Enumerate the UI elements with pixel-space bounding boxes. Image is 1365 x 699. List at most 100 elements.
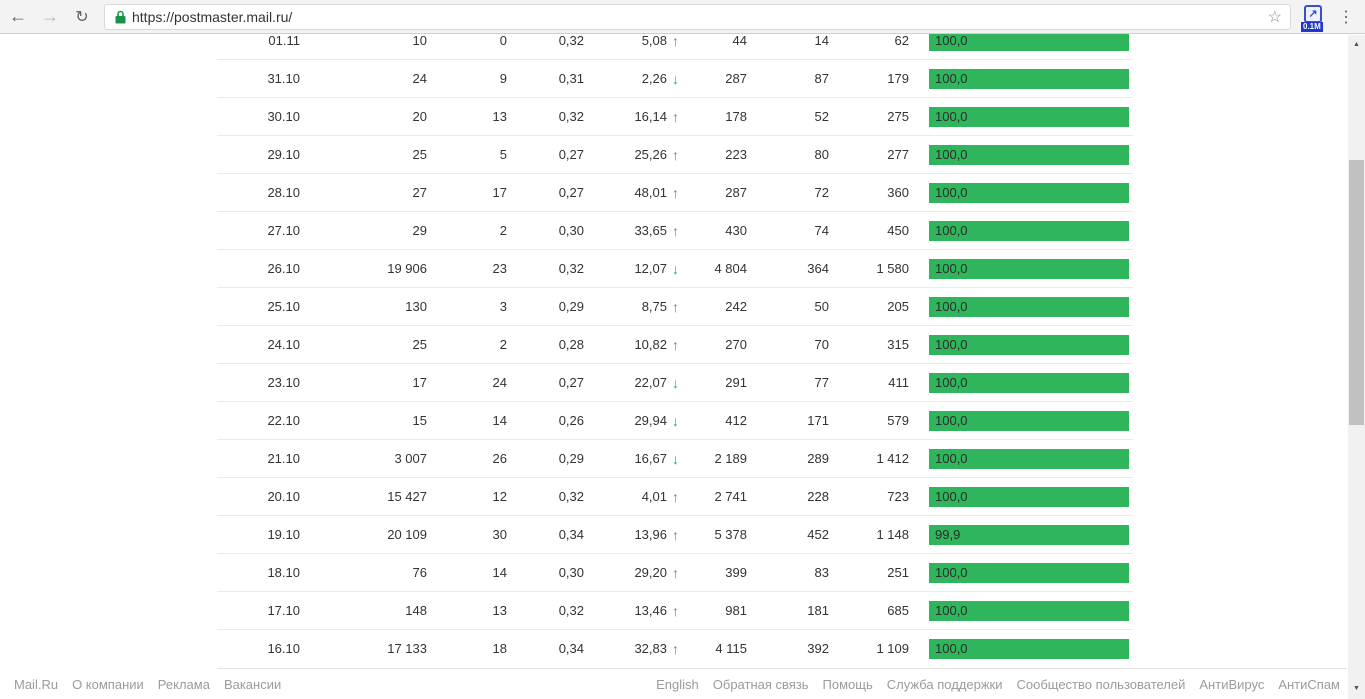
value-cell: 2 <box>499 337 507 352</box>
table-row: 24.10 25 2 0,28 10,82 ↑ 270 70 315 100,0 <box>0 326 1348 364</box>
counter-extension-icon[interactable]: ↗ 0.1M <box>1301 0 1327 34</box>
value-cell: 52 <box>814 109 829 124</box>
value-cell: 2 <box>499 223 507 238</box>
value-cell: 3 <box>499 299 507 314</box>
date-cell: 18.10 <box>267 565 300 580</box>
https-lock-icon <box>115 10 126 24</box>
footer-link[interactable]: Служба поддержки <box>886 676 1003 692</box>
reload-button[interactable]: ↻ <box>75 8 89 26</box>
value-cell: 685 <box>887 603 909 618</box>
row-divider <box>217 59 1133 60</box>
footer-link[interactable]: Помощь <box>822 676 873 692</box>
value-cell: 411 <box>888 375 909 390</box>
value-cell: 14 <box>814 33 829 48</box>
trend-value: 16,14 <box>634 109 667 124</box>
percent-bar-label: 100,0 <box>935 109 968 124</box>
value-cell: 579 <box>887 413 909 428</box>
value-cell: 171 <box>807 413 829 428</box>
forward-button[interactable]: → <box>41 6 59 26</box>
back-button[interactable]: ← <box>9 6 27 26</box>
footer-link[interactable]: О компании <box>72 676 144 692</box>
value-cell: 360 <box>887 185 909 200</box>
percent-bar-cell: 100,0 <box>929 639 1129 659</box>
browser-menu-button[interactable]: ⋮ <box>1338 8 1354 26</box>
scrollbar-down-arrow[interactable]: ▼ <box>1353 685 1360 692</box>
value-cell: 223 <box>725 147 747 162</box>
footer-link[interactable]: Сообщество пользователей <box>1016 676 1186 692</box>
footer-link[interactable]: English <box>656 676 699 692</box>
row-divider <box>217 477 1133 478</box>
trend-value: 10,82 <box>634 337 667 352</box>
footer: Mail.Ru О компании Реклама Вакансии English… <box>0 669 1348 699</box>
value-cell: 1 109 <box>876 641 909 656</box>
value-cell: 29 <box>412 223 427 238</box>
trend-cell: 13,46 ↑ <box>554 592 684 630</box>
trend-up-icon: ↑ <box>672 603 679 619</box>
percent-bar-label: 100,0 <box>935 603 968 618</box>
percent-bar: 100,0 <box>929 373 1129 393</box>
footer-link[interactable]: АнтиВирус <box>1199 676 1265 692</box>
trend-up-icon: ↑ <box>672 33 679 49</box>
row-divider <box>217 135 1133 136</box>
trend-cell: 10,82 ↑ <box>554 326 684 364</box>
trend-cell: 16,67 ↓ <box>554 440 684 478</box>
value-cell: 0,29 <box>558 299 584 314</box>
footer-link[interactable]: Mail.Ru <box>14 676 59 692</box>
stats-table: 01.11 10 0 0,32 5,08 ↑ 44 14 62 100,0 31.10 24 9 0,31… <box>0 22 1348 668</box>
bookmark-star-icon[interactable]: ☆ <box>1267 8 1282 26</box>
percent-bar-label: 100,0 <box>935 451 968 466</box>
trend-cell: 48,01 ↑ <box>554 174 684 212</box>
browser-toolbar: ← → ↻ ☆ ↗ 0.1M ⋮ <box>0 0 1365 34</box>
value-cell: 5 378 <box>714 527 747 542</box>
value-cell: 76 <box>412 565 427 580</box>
value-cell: 3 007 <box>394 451 427 466</box>
trend-up-icon: ↑ <box>672 527 679 543</box>
value-cell: 0,32 <box>558 489 584 504</box>
trend-value: 29,20 <box>634 565 667 580</box>
footer-link[interactable]: Вакансии <box>223 676 282 692</box>
url-input[interactable] <box>132 8 1266 25</box>
trend-value: 22,07 <box>634 375 667 390</box>
row-divider <box>217 287 1133 288</box>
scrollbar-thumb[interactable] <box>1349 160 1364 425</box>
trend-up-icon: ↑ <box>672 299 679 315</box>
row-divider <box>217 591 1133 592</box>
footer-link[interactable]: Обратная связь <box>712 676 809 692</box>
table-row: 27.10 29 2 0,30 33,65 ↑ 430 74 450 100,0 <box>0 212 1348 250</box>
trend-up-icon: ↑ <box>672 109 679 125</box>
footer-link[interactable]: Реклама <box>157 676 210 692</box>
percent-bar-label: 100,0 <box>935 223 968 238</box>
percent-bar: 100,0 <box>929 563 1129 583</box>
value-cell: 20 109 <box>387 527 427 542</box>
scrollbar[interactable]: ▲ ▼ <box>1348 35 1365 699</box>
address-bar[interactable]: ☆ <box>104 3 1291 30</box>
trend-cell: 8,75 ↑ <box>554 288 684 326</box>
trend-down-icon: ↓ <box>672 451 679 467</box>
trend-cell: 29,94 ↓ <box>554 402 684 440</box>
value-cell: 10 <box>412 33 427 48</box>
value-cell: 0,32 <box>558 603 584 618</box>
value-cell: 5 <box>499 147 507 162</box>
value-cell: 287 <box>725 185 747 200</box>
trend-down-icon: ↓ <box>672 261 679 277</box>
percent-bar-label: 100,0 <box>935 565 968 580</box>
value-cell: 14 <box>492 413 507 428</box>
percent-bar-cell: 100,0 <box>929 31 1129 51</box>
scrollbar-up-arrow[interactable]: ▲ <box>1353 41 1360 48</box>
percent-bar: 100,0 <box>929 297 1129 317</box>
percent-bar-cell: 100,0 <box>929 259 1129 279</box>
table-row: 23.10 17 24 0,27 22,07 ↓ 291 77 411 100,0 <box>0 364 1348 402</box>
footer-link[interactable]: АнтиСпам <box>1278 676 1340 692</box>
value-cell: 0,27 <box>558 185 584 200</box>
table-row: 18.10 76 14 0,30 29,20 ↑ 399 83 251 100,0 <box>0 554 1348 592</box>
value-cell: 30 <box>492 527 507 542</box>
value-cell: 4 804 <box>714 261 747 276</box>
table-row: 26.10 19 906 23 0,32 12,07 ↓ 4 804 364 1 580 100,… <box>0 250 1348 288</box>
value-cell: 723 <box>887 489 909 504</box>
date-cell: 20.10 <box>267 489 300 504</box>
percent-bar-cell: 100,0 <box>929 183 1129 203</box>
value-cell: 450 <box>887 223 909 238</box>
percent-bar: 100,0 <box>929 411 1129 431</box>
date-cell: 17.10 <box>267 603 300 618</box>
